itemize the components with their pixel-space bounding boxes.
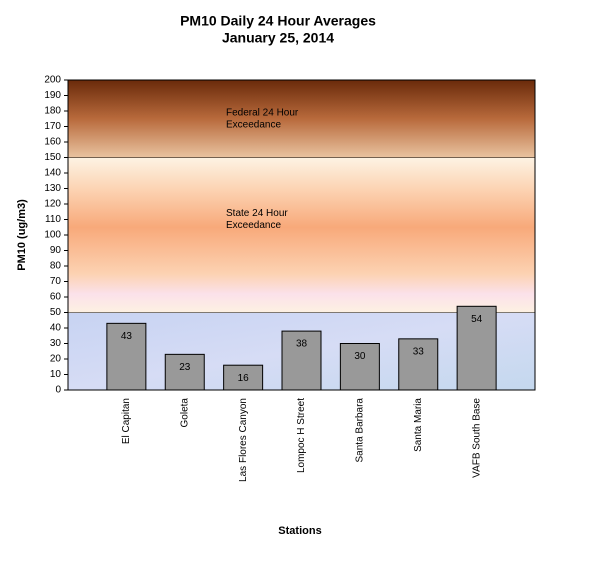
value-label: 16 <box>238 373 250 384</box>
x-tick-label: Santa Barbara <box>355 398 366 463</box>
band-label: State 24 Hour <box>226 208 288 219</box>
y-tick-label: 70 <box>50 276 62 287</box>
bar <box>281 330 322 391</box>
x-tick-label: Santa Maria <box>413 398 424 452</box>
x-tick-label: El Capitan <box>121 398 132 444</box>
value-label: 43 <box>121 331 133 342</box>
y-tick-label: 150 <box>44 152 61 163</box>
value-label: 33 <box>413 346 425 357</box>
y-tick-label: 60 <box>50 292 62 303</box>
y-tick-label: 170 <box>44 121 61 132</box>
y-tick-label: 110 <box>45 214 61 225</box>
bar <box>106 322 147 391</box>
y-tick-label: 50 <box>50 307 62 318</box>
bar <box>223 364 264 391</box>
y-tick-label: 120 <box>44 199 61 210</box>
chart-title: PM10 Daily 24 Hour Averages <box>180 13 376 29</box>
x-axis-title: Stations <box>278 525 321 537</box>
y-axis-title: PM10 (ug/m3) <box>16 199 28 271</box>
y-tick-label: 10 <box>50 369 62 380</box>
threshold-band <box>68 157 535 313</box>
x-tick-label: Lompoc H Street <box>296 398 307 473</box>
bar <box>164 353 205 391</box>
value-label: 38 <box>296 339 308 350</box>
y-tick-label: 40 <box>50 323 62 334</box>
y-tick-label: 90 <box>50 245 62 256</box>
chart-subtitle: January 25, 2014 <box>222 30 334 46</box>
plot-frame <box>67 79 536 391</box>
band-label: Exceedance <box>226 119 281 130</box>
band-label: Exceedance <box>226 220 281 231</box>
bar <box>339 343 380 391</box>
x-tick-label: Goleta <box>179 398 190 428</box>
y-tick-label: 80 <box>50 261 62 272</box>
y-tick-label: 100 <box>44 230 61 241</box>
threshold-band <box>68 80 535 158</box>
y-tick-label: 140 <box>44 168 61 179</box>
x-tick-label: Las Flores Canyon <box>238 398 249 482</box>
y-tick-label: 0 <box>55 385 61 396</box>
y-tick-label: 20 <box>50 354 62 365</box>
y-tick-label: 160 <box>44 137 61 148</box>
y-tick-label: 190 <box>44 90 61 101</box>
y-tick-label: 130 <box>44 183 61 194</box>
bar <box>456 305 497 391</box>
y-tick-label: 180 <box>44 106 61 117</box>
y-tick-label: 200 <box>44 75 61 86</box>
value-label: 54 <box>471 314 483 325</box>
value-label: 23 <box>179 362 191 373</box>
value-label: 30 <box>354 351 366 362</box>
y-tick-label: 30 <box>50 338 62 349</box>
x-tick-label: VAFB South Base <box>471 398 482 478</box>
band-label: Federal 24 Hour <box>226 107 299 118</box>
bar <box>398 338 439 391</box>
